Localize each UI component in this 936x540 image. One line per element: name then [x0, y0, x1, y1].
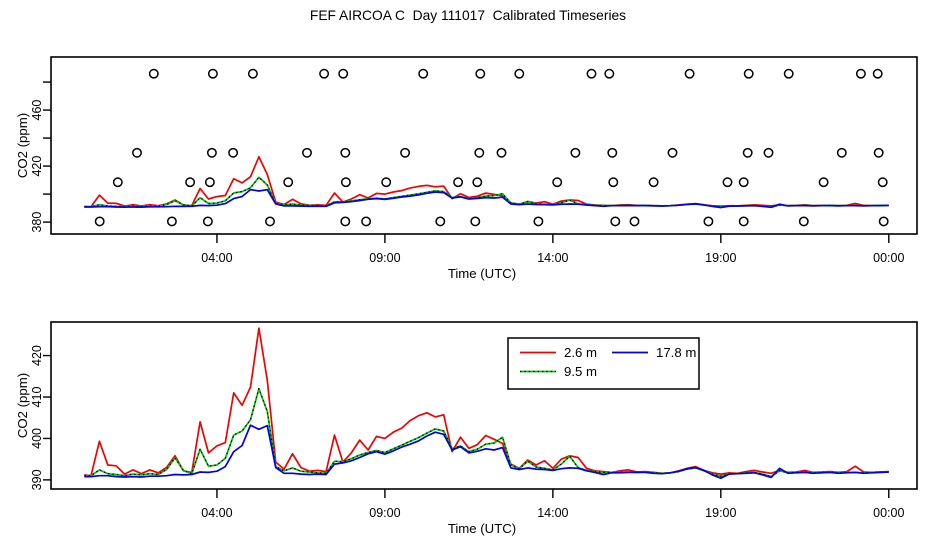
legend-label-17-8m: 17.8 m: [656, 345, 696, 360]
calibration-circle: [667, 147, 678, 158]
calibration-circle: [472, 177, 483, 188]
x-tick-label: 14:00: [537, 506, 568, 520]
calibration-circle: [855, 68, 866, 79]
calibration-circle: [453, 177, 464, 188]
y-tick-label: 410: [30, 387, 44, 408]
x-tick-label: 00:00: [873, 251, 904, 265]
calibration-circle: [185, 177, 196, 188]
calibration-circle: [202, 216, 213, 227]
calibration-circle: [132, 147, 142, 158]
calibration-circle: [319, 68, 330, 79]
calibration-circle: [112, 177, 123, 188]
calibration-circle: [514, 68, 525, 79]
y-tick-label: 420: [30, 345, 44, 366]
calibration-circle: [435, 216, 446, 227]
calibration-circle: [722, 177, 733, 188]
calibration-circle: [94, 216, 105, 227]
calibration-circle: [873, 147, 884, 158]
calibration-circle: [265, 216, 275, 227]
calibration-circle: [763, 147, 774, 158]
x-tick-label: 19:00: [705, 251, 736, 265]
calibration-circle: [148, 68, 159, 79]
calibration-circle: [684, 68, 695, 79]
calibration-circle: [783, 68, 794, 79]
calibration-circle: [340, 177, 351, 188]
calibration-circle: [283, 177, 294, 188]
x-tick-label: 19:00: [705, 506, 736, 520]
legend-frame: [507, 337, 700, 390]
calibration-circle: [818, 177, 829, 188]
calibration-circle: [798, 216, 809, 227]
calibration-circle: [738, 216, 749, 227]
calibration-circle: [533, 216, 544, 227]
calibration-circle: [361, 216, 372, 227]
panel-zoomed-ambient: 04:00 09:00 14:00 19:00 00:00 390 400 410 420 Tim…: [15, 321, 918, 536]
calibration-circle: [648, 177, 659, 188]
calibration-circle: [166, 216, 177, 227]
calibration-circle: [836, 147, 847, 158]
legend: 2.6 m 9.5 m 17.8 m: [507, 337, 700, 390]
calibration-circle: [604, 68, 615, 79]
calibration-circle: [586, 68, 597, 79]
calibration-circle: [470, 216, 481, 227]
calibration-circle: [738, 177, 749, 188]
calibration-circle: [338, 68, 349, 79]
y-tick-label: 390: [30, 469, 44, 490]
plot-box: [50, 321, 918, 490]
calibration-circle: [743, 68, 754, 79]
y-axis-title: CO2 (ppm): [15, 113, 30, 178]
calibration-circle: [302, 147, 312, 158]
calibration-circle: [552, 177, 563, 188]
figure-title: FEF AIRCOA C Day 111017 Calibrated Times…: [310, 8, 626, 23]
series-line-2-6-m: [84, 327, 889, 477]
series-line-dots-9-5-m: [84, 388, 889, 478]
calibration-circle: [475, 68, 486, 79]
x-axis-title: Time (UTC): [448, 521, 516, 536]
series-line-9-5-m: [84, 387, 889, 478]
calibration-circle: [610, 216, 621, 227]
plot-box: [50, 56, 918, 235]
calibration-circle: [474, 147, 485, 158]
calibration-circle: [340, 216, 351, 227]
calibration-circle: [629, 216, 640, 227]
calibration-circle: [878, 216, 889, 227]
calibration-circle: [204, 177, 215, 188]
calibration-circle: [742, 147, 753, 158]
y-tick-label: 380: [30, 212, 44, 233]
calibration-circle: [872, 68, 883, 79]
x-tick-label: 04:00: [201, 506, 232, 520]
calibration-circle: [703, 216, 714, 227]
calibration-circle: [570, 147, 581, 158]
calibration-circle: [496, 147, 507, 158]
calibration-circle: [207, 68, 218, 79]
series-line-17-8-m: [84, 424, 889, 480]
series-line-17-8-m: [84, 188, 889, 209]
x-tick-label: 14:00: [537, 251, 568, 265]
y-tick-label: 420: [30, 156, 44, 177]
y-tick-label: 460: [30, 100, 44, 121]
legend-label-9-5m: 9.5 m: [564, 364, 597, 379]
calibration-circle: [418, 68, 429, 79]
calibration-circle: [228, 147, 239, 158]
calibration-circle: [381, 177, 392, 188]
x-axis-title: Time (UTC): [448, 266, 516, 281]
panel-calibrated-full-range: 04:00 09:00 14:00 19:00 00:00 380 420 460 Time (…: [15, 56, 918, 281]
y-axis-title: CO2 (ppm): [15, 373, 30, 438]
calibration-circle: [340, 147, 351, 158]
calibration-circle: [400, 147, 411, 158]
calibration-circle: [608, 177, 619, 188]
x-tick-label: 00:00: [873, 506, 904, 520]
x-tick-label: 04:00: [201, 251, 232, 265]
x-tick-label: 09:00: [369, 506, 400, 520]
calibration-circle: [206, 147, 217, 158]
y-tick-label: 400: [30, 428, 44, 449]
legend-label-2-6m: 2.6 m: [564, 345, 597, 360]
calibration-circle: [877, 177, 888, 188]
calibration-circle: [247, 68, 258, 79]
calibration-circle: [607, 147, 618, 158]
x-tick-label: 09:00: [369, 251, 400, 265]
